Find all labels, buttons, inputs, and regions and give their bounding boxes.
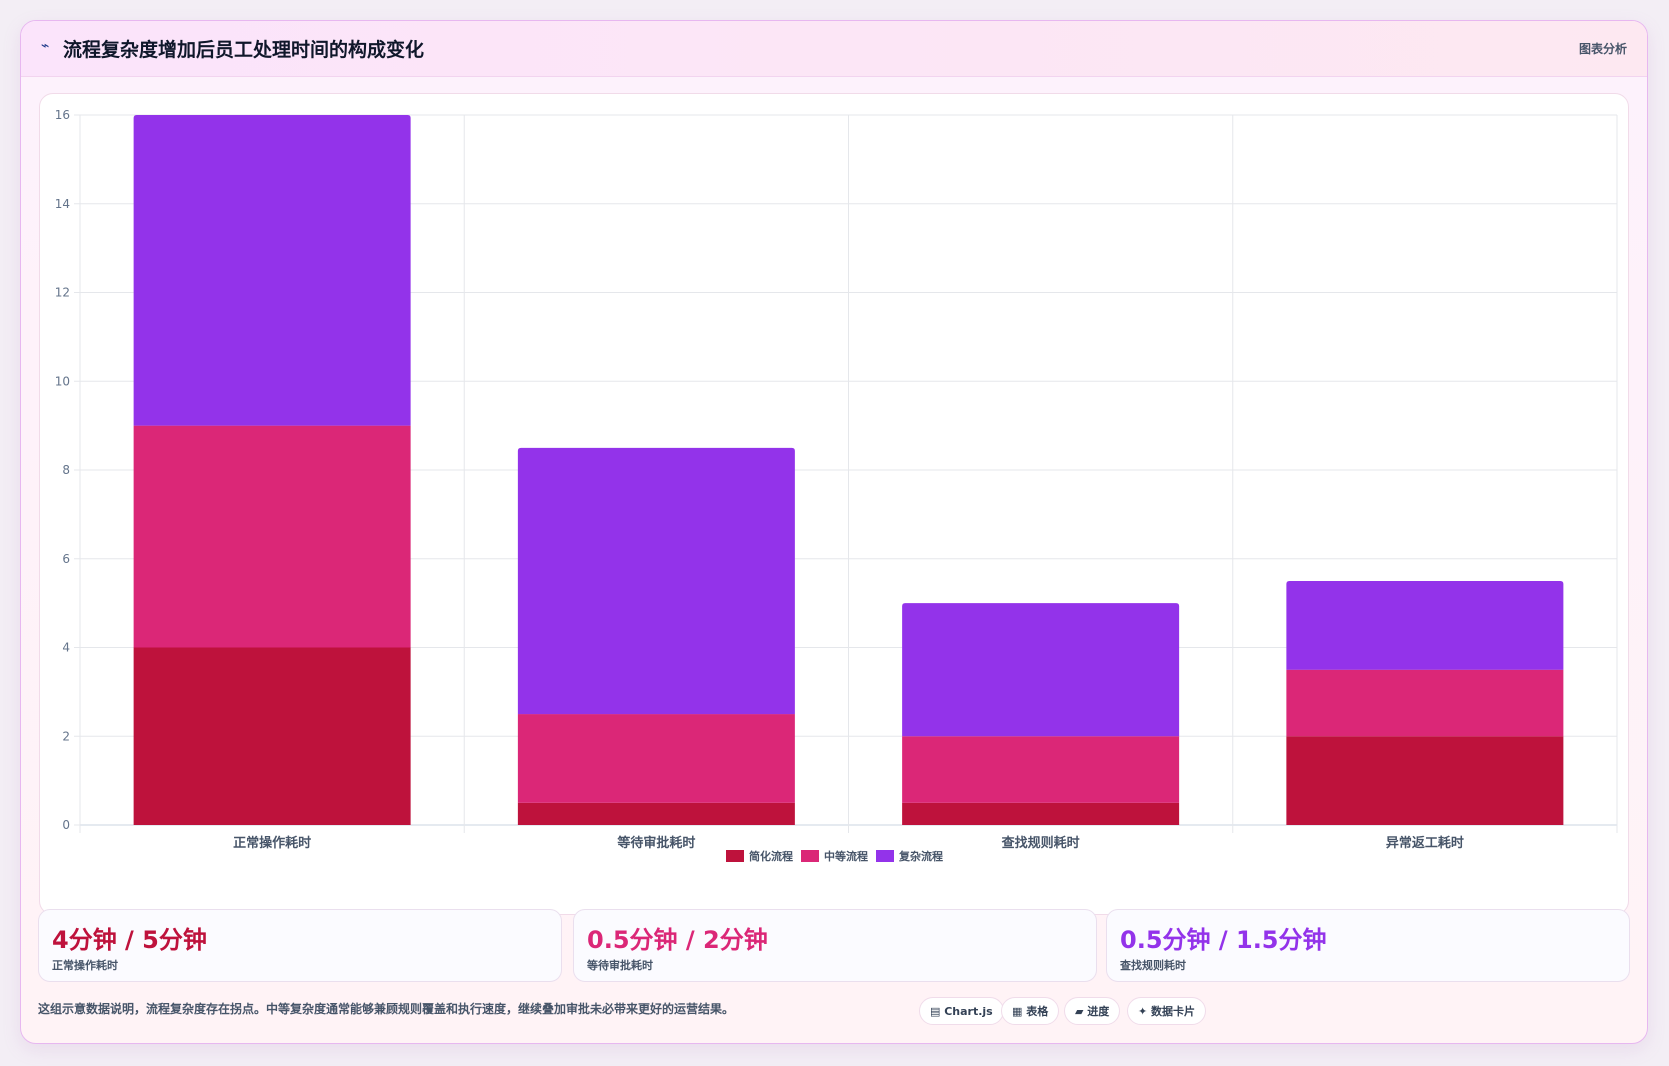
legend-swatch: [801, 850, 819, 862]
stat-card-normal: 4分钟 / 5分钟 正常操作耗时: [38, 909, 562, 982]
legend-swatch: [876, 850, 894, 862]
y-tick-label: 10: [55, 374, 70, 388]
chip-progress[interactable]: ▰ 进度: [1064, 997, 1121, 1025]
chart-panel: ⌁ 流程复杂度增加后员工处理时间的构成变化 图表分析: [20, 20, 1648, 1044]
chip-label: ✦ 数据卡片: [1138, 1005, 1196, 1018]
legend-item[interactable]: 复杂流程: [876, 848, 943, 864]
panel-header: ⌁ 流程复杂度增加后员工处理时间的构成变化 图表分析: [21, 21, 1647, 77]
y-tick-label: 2: [62, 729, 70, 743]
y-tick-label: 4: [62, 641, 70, 655]
x-tick-label: 异常返工耗时: [1386, 835, 1464, 851]
chart-line-icon: ⌁: [41, 38, 50, 54]
bar-segment-简化流程: [517, 802, 795, 825]
stat-value: 4分钟 / 5分钟: [52, 926, 207, 954]
stat-card-rules: 0.5分钟 / 1.5分钟 查找规则耗时: [1106, 909, 1630, 982]
x-tick-label: 等待审批耗时: [616, 835, 695, 851]
bar-segment-简化流程: [902, 802, 1180, 825]
x-tick-label: 查找规则耗时: [1001, 835, 1080, 851]
bar-segment-简化流程: [1286, 736, 1564, 825]
y-tick-label: 16: [55, 108, 70, 122]
page-title: 流程复杂度增加后员工处理时间的构成变化: [63, 39, 425, 61]
x-tick-label: 正常操作耗时: [233, 835, 311, 851]
chart-legend: 简化流程 中等流程 复杂流程: [0, 848, 1669, 864]
chip-label: ▰ 进度: [1075, 1005, 1110, 1018]
bar-segment-中等流程: [902, 736, 1180, 803]
stat-value: 0.5分钟 / 2分钟: [587, 926, 768, 954]
y-tick-label: 8: [62, 463, 70, 477]
legend-label: 简化流程: [749, 850, 793, 863]
bar-segment-中等流程: [517, 714, 795, 803]
y-tick-label: 14: [55, 197, 70, 211]
y-tick-label: 12: [55, 286, 70, 300]
legend-item[interactable]: 中等流程: [801, 848, 868, 864]
y-tick-label: 6: [62, 552, 70, 566]
bar-segment-中等流程: [1286, 669, 1564, 737]
bar-segment-复杂流程: [517, 447, 795, 715]
chip-label: ▦ 表格: [1012, 1005, 1049, 1018]
chip-chartjs[interactable]: ▤ Chart.js: [919, 997, 1004, 1025]
bar-segment-复杂流程: [133, 115, 411, 426]
legend-swatch: [726, 850, 744, 862]
legend-item[interactable]: 简化流程: [726, 848, 793, 864]
chip-data-card[interactable]: ✦ 数据卡片: [1127, 997, 1207, 1025]
stat-value: 0.5分钟 / 1.5分钟: [1120, 926, 1327, 954]
chip-label: ▤ Chart.js: [930, 1005, 993, 1018]
footnote: 这组示意数据说明，流程复杂度存在拐点。中等复杂度通常能够兼顾规则覆盖和执行速度，…: [38, 1002, 735, 1016]
legend-label: 复杂流程: [899, 850, 943, 863]
stat-label: 正常操作耗时: [52, 959, 118, 972]
bar-segment-简化流程: [133, 647, 411, 825]
header-tag: 图表分析: [1578, 42, 1627, 56]
stat-label: 等待审批耗时: [587, 959, 653, 972]
bar-segment-复杂流程: [902, 603, 1180, 737]
y-tick-label: 0: [62, 818, 70, 832]
chip-table[interactable]: ▦ 表格: [1001, 997, 1060, 1025]
bar-segment-复杂流程: [1286, 580, 1564, 670]
legend-label: 中等流程: [824, 850, 868, 863]
bar-segment-中等流程: [133, 425, 411, 648]
stat-label: 查找规则耗时: [1120, 959, 1186, 972]
stat-card-approval: 0.5分钟 / 2分钟 等待审批耗时: [573, 909, 1097, 982]
